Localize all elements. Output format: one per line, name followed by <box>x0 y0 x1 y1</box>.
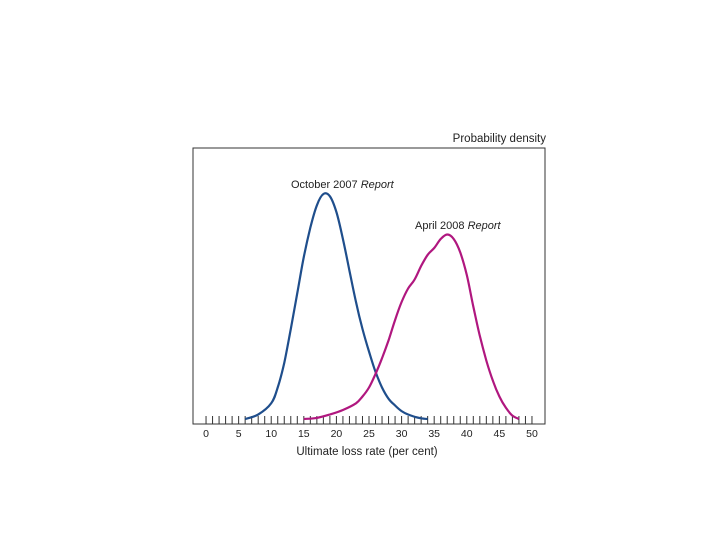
x-tick-label: 0 <box>203 428 209 440</box>
x-tick-label: 30 <box>396 428 408 440</box>
x-tick-labels: 0 5 10 15 20 25 30 35 40 45 50 <box>203 428 538 440</box>
x-tick-label: 20 <box>331 428 343 440</box>
x-tick-label: 35 <box>428 428 440 440</box>
x-tick-label: 25 <box>363 428 375 440</box>
x-tick-label: 40 <box>461 428 473 440</box>
annotation-april-2008-report: Report <box>468 220 502 232</box>
annotation-october-2007-report: Report <box>361 179 395 191</box>
x-tick-label: 10 <box>265 428 277 440</box>
annotation-october-2007: October 2007 Report <box>291 179 395 191</box>
annotation-april-2008-date: April 2008 <box>415 220 468 232</box>
series-line-april-2008 <box>303 233 520 421</box>
x-tick-label: 5 <box>236 428 242 440</box>
annotation-october-2007-date: October 2007 <box>291 179 361 191</box>
y-axis-label: Probability density <box>453 133 547 145</box>
series-line-october-2007 <box>244 192 428 421</box>
x-tick-label: 50 <box>526 428 538 440</box>
minor-ticks <box>205 416 533 424</box>
x-tick-label: 45 <box>494 428 506 440</box>
x-tick-label: 15 <box>298 428 310 440</box>
annotation-april-2008: April 2008 Report <box>415 220 502 232</box>
x-axis-label: Ultimate loss rate (per cent) <box>296 446 437 458</box>
